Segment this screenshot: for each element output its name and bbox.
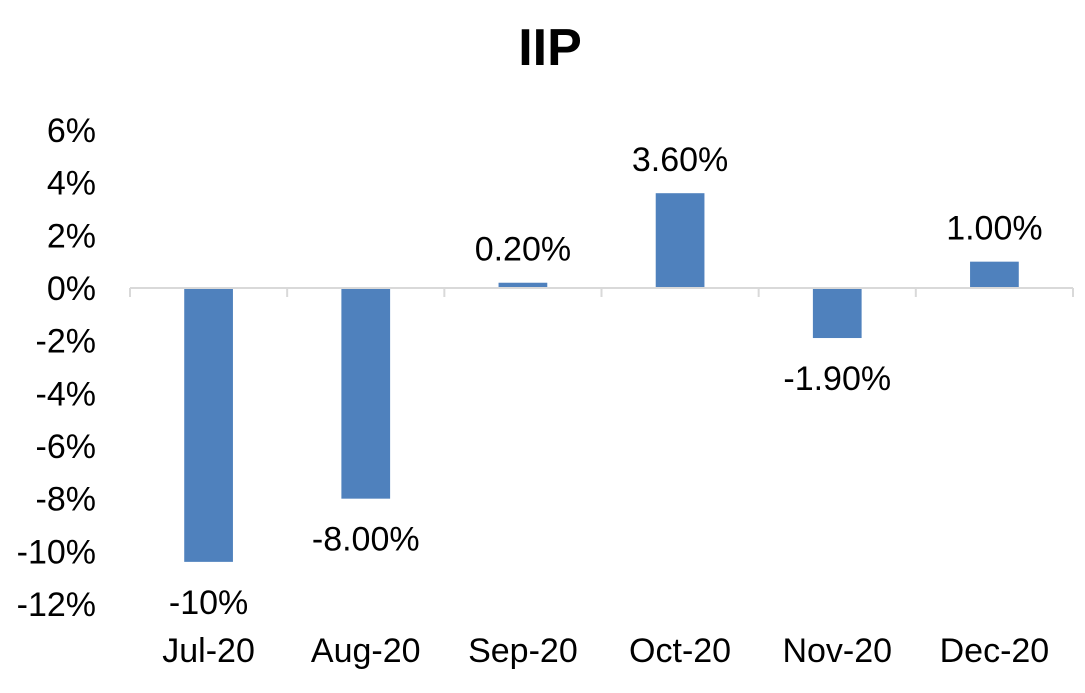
bar-jul-20 [184,288,233,562]
y-tick-label: 2% [47,217,96,255]
y-tick-label: -12% [17,586,96,624]
x-tick-label: Aug-20 [311,632,421,670]
data-labels: -10% -8.00% 0.20% 3.60% -1.90% 1.00% [169,141,1043,622]
y-tick-label: -2% [36,323,96,361]
y-tick-label: 4% [47,165,96,203]
data-label: 0.20% [475,231,571,269]
x-tick-label: Oct-20 [629,632,731,670]
y-tick-label: -4% [36,375,96,413]
chart-title: IIP [518,19,582,77]
bar-series [184,193,1019,562]
y-tick-label: 6% [47,112,96,150]
bar-nov-20 [812,288,862,339]
x-tick-label: Dec-20 [940,632,1050,670]
x-axis-tick-labels: Jul-20 Aug-20 Sep-20 Oct-20 Nov-20 Dec-20 [162,632,1049,670]
x-tick-label: Jul-20 [162,632,255,670]
bar-sep-20 [498,282,548,288]
data-label: -1.90% [783,360,891,398]
bar-dec-20 [970,261,1019,288]
data-label: -8.00% [312,521,420,559]
x-axis [129,287,1074,297]
y-tick-label: -8% [36,481,96,519]
bar-aug-20 [341,288,391,499]
data-label: 3.60% [632,141,728,179]
data-label: 1.00% [946,210,1042,248]
y-tick-label: -6% [36,428,96,466]
x-tick-label: Nov-20 [782,632,892,670]
y-tick-label: -10% [17,533,96,571]
data-label: -10% [169,584,248,622]
y-tick-label: 0% [47,270,96,308]
bar-oct-20 [655,193,705,288]
y-axis-tick-labels: 6% 4% 2% 0% -2% -4% -6% -8% -10% -12% [17,112,96,624]
x-tick-label: Sep-20 [468,632,578,670]
